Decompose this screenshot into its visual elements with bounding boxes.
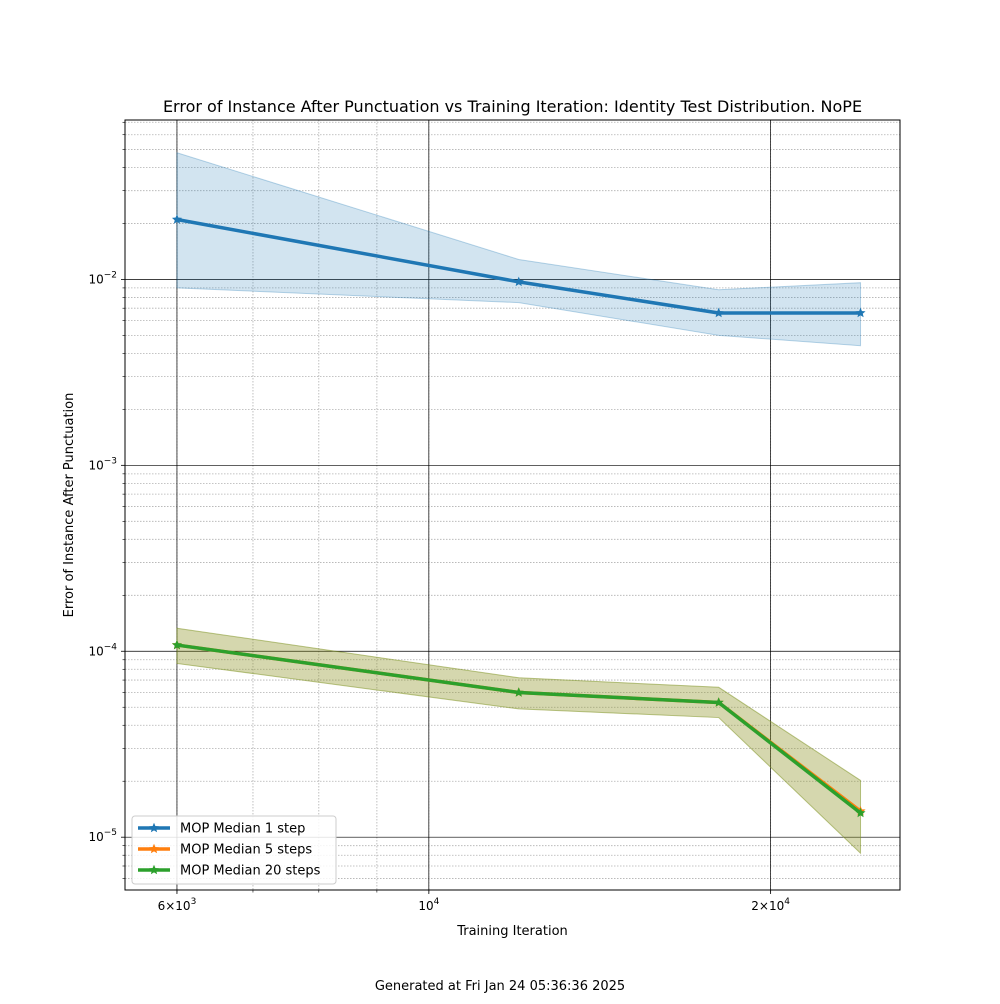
series-line-1 (176, 217, 861, 315)
legend-entry-label: MOP Median 20 steps (180, 864, 321, 879)
data-point-series-1 (513, 276, 524, 287)
legend-entry-label: MOP Median 5 steps (180, 843, 312, 858)
data-point-series-3 (171, 639, 182, 650)
footer-timestamp: Generated at Fri Jan 24 05:36:36 2025 (375, 979, 625, 994)
confidence-band-series-2 (176, 627, 862, 855)
legend-box (131, 815, 337, 885)
data-point-series-1 (171, 214, 182, 224)
y-tick-label: 10−5 (88, 828, 117, 844)
y-tick-label: 10−3 (88, 456, 117, 472)
x-tick-label: 6×103 (158, 897, 197, 913)
data-point-series-3 (513, 687, 524, 697)
data-point-series-3 (713, 697, 724, 707)
confidence-band-series-1 (176, 152, 862, 347)
y-axis-label: Error of Instance After Punctuation (62, 393, 77, 618)
x-tick-label: 104 (418, 897, 439, 913)
data-point-series-3 (855, 807, 866, 818)
x-axis-label: Training Iteration (456, 924, 568, 939)
series-line-3 (176, 643, 862, 815)
x-tick-label: 2×104 (751, 897, 790, 913)
legend-swatch-marker (148, 864, 160, 875)
data-point-series-1 (713, 307, 724, 318)
chart-title: Error of Instance After Punctuation vs T… (163, 97, 862, 116)
legend-swatch-marker (148, 843, 160, 854)
data-point-series-1 (855, 307, 866, 318)
legend-entry-label: MOP Median 1 step (180, 822, 305, 837)
y-tick-label: 10−4 (88, 642, 117, 658)
plot-frame (124, 119, 901, 891)
confidence-band-series-3 (176, 627, 862, 855)
y-tick-label: 10−2 (88, 270, 117, 286)
legend-swatch-marker (148, 822, 160, 833)
legend: MOP Median 1 step MOP Median 5 steps MOP M… (131, 815, 337, 885)
